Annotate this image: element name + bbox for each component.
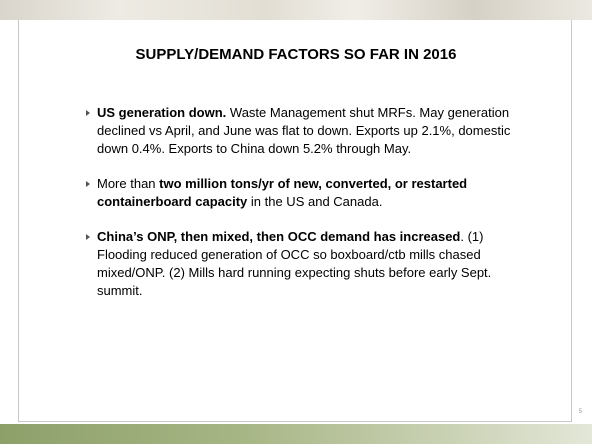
text: Waste Management shut MRFs. May generati… bbox=[97, 105, 511, 156]
bold-text: two million tons/yr of new, converted, o… bbox=[97, 176, 468, 209]
slide-title: SUPPLY/DEMAND FACTORS SO FAR IN 2016 bbox=[135, 46, 457, 63]
content-frame bbox=[18, 20, 572, 422]
bullet-list: US generation down. Waste Management shu… bbox=[86, 104, 531, 317]
bold-text: US generation down. bbox=[97, 105, 227, 120]
text: More than bbox=[97, 176, 160, 191]
bottom-bar bbox=[0, 424, 592, 444]
text: . (1) Flooding reduced generation of OCC… bbox=[97, 229, 492, 298]
bullet: China’s ONP, then mixed, then OCC demand… bbox=[86, 228, 531, 300]
text: in the US and Canada. bbox=[247, 194, 383, 209]
bullet: More than two million tons/yr of new, co… bbox=[86, 175, 531, 211]
bullet: US generation down. Waste Management shu… bbox=[86, 104, 531, 158]
page-number: 5 bbox=[578, 409, 582, 415]
bold-text: China’s ONP, then mixed, then OCC demand… bbox=[97, 229, 461, 244]
top-banner bbox=[0, 0, 592, 20]
